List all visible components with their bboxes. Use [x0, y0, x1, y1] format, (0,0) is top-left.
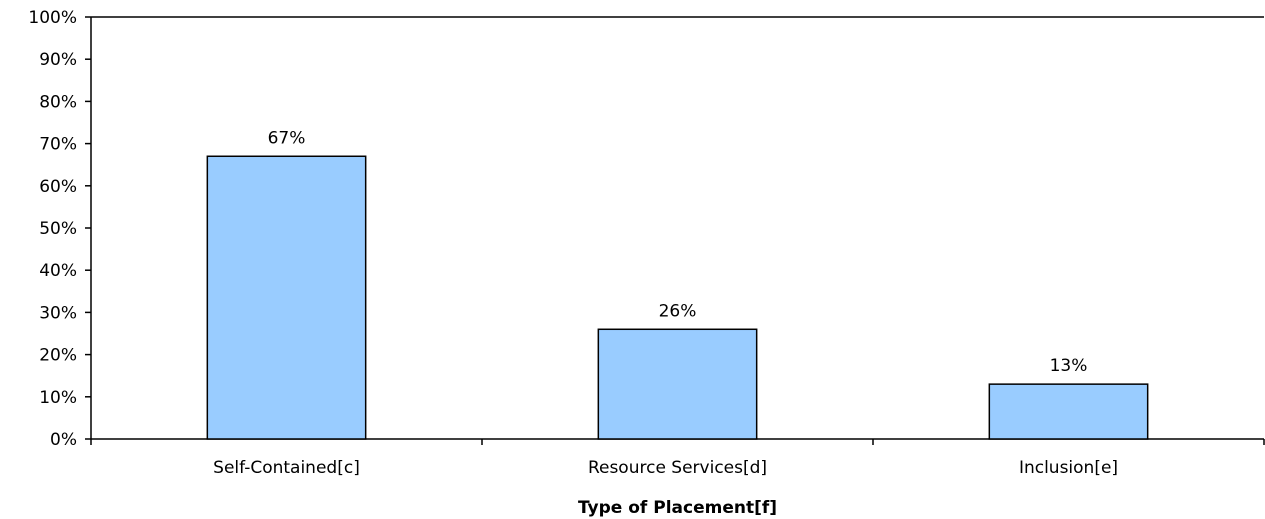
data-label: 67% — [268, 128, 306, 148]
x-axis-title: Type of Placement[f] — [578, 498, 777, 518]
data-label: 13% — [1050, 356, 1088, 376]
y-tick-label: 40% — [39, 261, 77, 281]
x-category-label: Inclusion[e] — [1019, 458, 1118, 478]
y-tick-label: 0% — [50, 430, 77, 450]
y-tick-label: 20% — [39, 346, 77, 366]
bars: 67% 26% 13% — [207, 128, 1147, 439]
y-tick-label: 70% — [39, 135, 77, 155]
y-tick-label: 50% — [39, 219, 77, 239]
x-category-label: Resource Services[d] — [588, 458, 767, 478]
y-tick-label: 30% — [39, 303, 77, 323]
bar — [598, 329, 756, 439]
data-label: 26% — [659, 301, 697, 321]
bar — [989, 384, 1147, 439]
y-tick-label: 60% — [39, 177, 77, 197]
y-tick-label: 100% — [28, 8, 77, 28]
y-tick-label: 90% — [39, 50, 77, 70]
x-category-label: Self-Contained[c] — [213, 458, 360, 478]
y-tick-label: 80% — [39, 92, 77, 112]
bar — [207, 156, 365, 439]
x-axis: Self-Contained[c] Resource Services[d] Inc… — [91, 439, 1264, 478]
y-tick-label: 10% — [39, 388, 77, 408]
